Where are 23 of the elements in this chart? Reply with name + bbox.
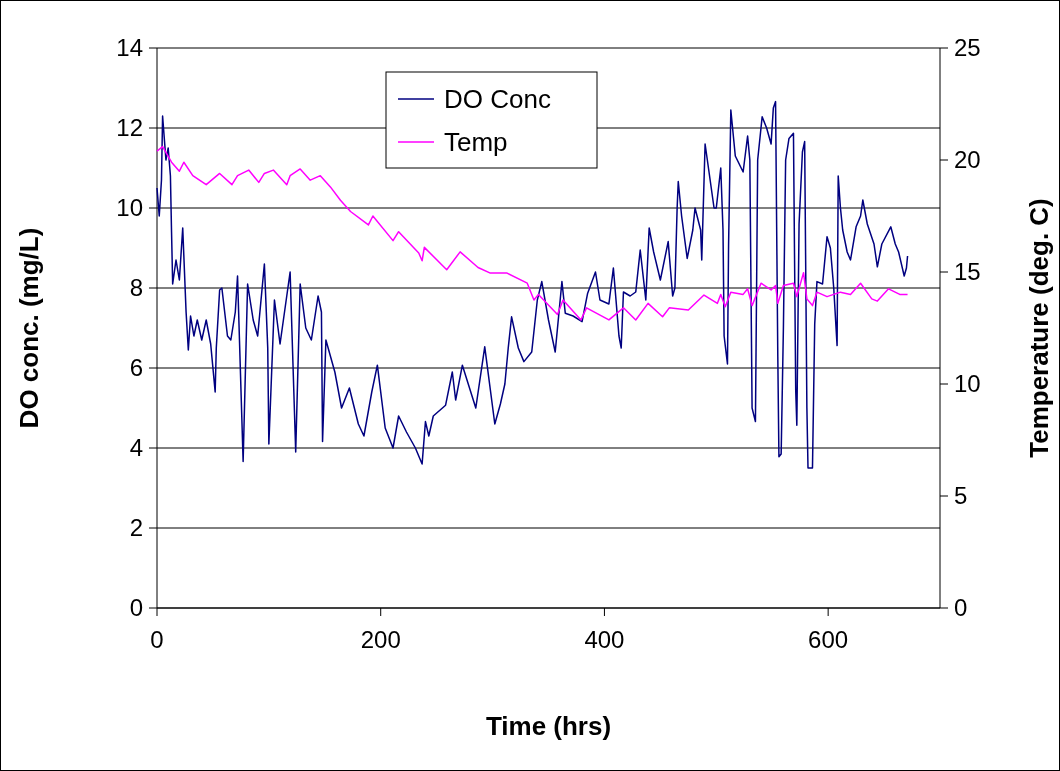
x-tick-label: 200 bbox=[360, 626, 401, 653]
y-tick-label: 4 bbox=[129, 434, 143, 462]
y-tick-label: 12 bbox=[116, 114, 143, 142]
y-tick-label: 14 bbox=[116, 34, 143, 62]
y2-tick-label: 0 bbox=[954, 594, 968, 622]
y-axis-title: DO conc. (mg/L) bbox=[14, 227, 44, 429]
y-tick-label: 2 bbox=[129, 514, 143, 542]
legend-label: Temp bbox=[444, 127, 508, 158]
y2-tick-label: 10 bbox=[954, 370, 981, 398]
x-tick-label: 400 bbox=[584, 626, 625, 653]
y2-tick-label: 25 bbox=[954, 34, 981, 62]
y2-tick-label: 20 bbox=[954, 146, 981, 174]
x-tick-label: 600 bbox=[808, 626, 849, 653]
y2-tick-label: 15 bbox=[954, 258, 981, 286]
y-tick-label: 10 bbox=[116, 194, 143, 222]
x-tick-label: 0 bbox=[150, 626, 164, 653]
legend-label: DO Conc bbox=[444, 84, 551, 115]
y2-axis-title: Temperature (deg. C) bbox=[1024, 198, 1054, 458]
y-tick-label: 0 bbox=[129, 594, 143, 622]
y-tick-label: 6 bbox=[129, 354, 143, 382]
y2-tick-label: 5 bbox=[954, 482, 968, 510]
y-tick-label: 8 bbox=[129, 274, 143, 302]
x-axis-title: Time (hrs) bbox=[485, 711, 612, 741]
